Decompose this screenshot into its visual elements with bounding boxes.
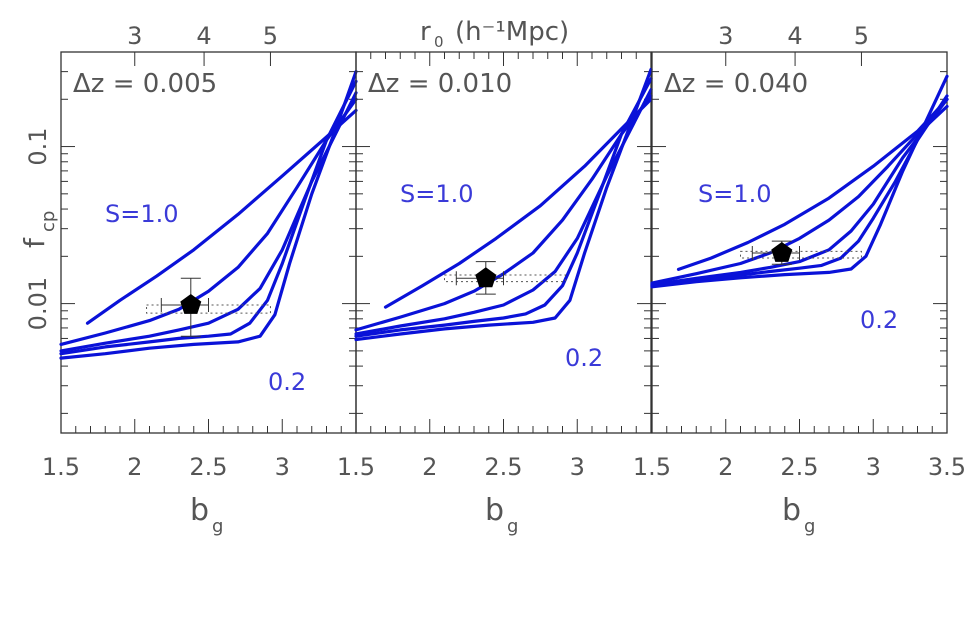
x-tick-label: 1.5 [42,453,80,481]
x-tick-label: 2.5 [780,453,818,481]
series-line-1 [85,108,358,325]
x-axis-label-main: b [190,493,209,528]
series-line-1 [383,97,653,309]
series-line-5 [650,74,949,289]
series-line-4 [650,94,949,288]
top-axis-label-sub: 0 [434,33,444,51]
curve-label-high: S=1.0 [105,200,179,228]
series-line-5 [59,70,358,360]
panel-frame [355,51,652,434]
x-tick-label: 2 [127,453,142,481]
x-tick-label: 3 [866,453,881,481]
panel-title: Δz = 0.005 [73,69,217,99]
curve-label-low: 0.2 [860,306,898,334]
dotted-box [444,274,566,283]
x-axis-label-sub: g [212,516,223,537]
top-tick-label: 4 [196,22,211,50]
top-axis-label-main: r [420,17,431,47]
series-line-3 [59,91,358,353]
x-tick-label: 3.5 [928,453,966,481]
dotted-box [740,250,862,259]
top-tick-label: 4 [787,22,802,50]
x-tick-label: 2.5 [484,453,522,481]
x-axis-label-main: b [485,493,504,528]
x-tick-label: 3 [275,453,290,481]
panel-title: Δz = 0.040 [664,69,808,99]
top-axis-label: r 0 (h⁻¹Mpc) [420,17,569,51]
y-tick-label: 0.01 [24,277,52,330]
curve-label-high: S=1.0 [400,180,474,208]
x-tick-label: 1.5 [633,453,671,481]
data-point-marker [771,242,793,262]
series-line-4 [354,77,653,338]
top-tick-label: 3 [718,22,733,50]
x-axis-label-main: b [782,493,801,528]
y-tick-label: 0.1 [24,127,52,165]
top-axis-label-units: (h⁻¹Mpc) [455,17,569,47]
series-line-2 [354,94,653,332]
y-axis-label: f cp [18,211,59,248]
x-tick-label: 1.5 [337,453,375,481]
panel-3: 1.5 2 2.5 3 3.5 3 4 5 Δz = 0.040 S=1.0 0.2 [633,22,966,481]
curve-label-low: 0.2 [268,368,306,396]
panels: 1.5 2 2.5 3 0.01 0.1 3 4 5 Δz = 0.005 S=1.0 0.2 1.5 2… [24,22,966,481]
x-axis-label-sub: g [507,516,518,537]
panel-frame [60,51,357,434]
x-axis-label-1: b g [190,493,223,537]
series-line-2 [650,104,949,285]
panel-frame [651,51,948,434]
top-tick-label: 5 [263,22,278,50]
data-point-marker [180,294,202,314]
panel-1: 1.5 2 2.5 3 0.01 0.1 3 4 5 Δz = 0.005 S=1.0 0.2 [24,22,358,481]
curve-label-high: S=1.0 [698,180,772,208]
series-line-1 [676,97,949,271]
x-tick-label: 3 [570,453,585,481]
curve-label-low: 0.2 [565,344,603,372]
top-tick-label: 3 [127,22,142,50]
data-point-marker [475,267,497,288]
series-line-4 [59,79,358,356]
x-axis-label-2: b g [485,493,518,537]
x-tick-label: 2.5 [189,453,227,481]
y-axis-label-sub: cp [38,211,59,232]
x-axis-label-3: b g [782,493,815,537]
series-line-3 [650,97,949,287]
y-axis-label-main: f [18,237,51,248]
x-axis-label-sub: g [804,516,815,537]
panel-title: Δz = 0.010 [368,69,512,99]
panel-2: 1.5 2 2.5 3 Δz = 0.010 S=1.0 0.2 [337,51,653,481]
x-tick-label: 2 [422,453,437,481]
series-line-2 [59,97,358,346]
x-tick-label: 2 [718,453,733,481]
series-line-3 [354,88,653,336]
top-tick-label: 5 [854,22,869,50]
series-line-5 [354,67,653,342]
